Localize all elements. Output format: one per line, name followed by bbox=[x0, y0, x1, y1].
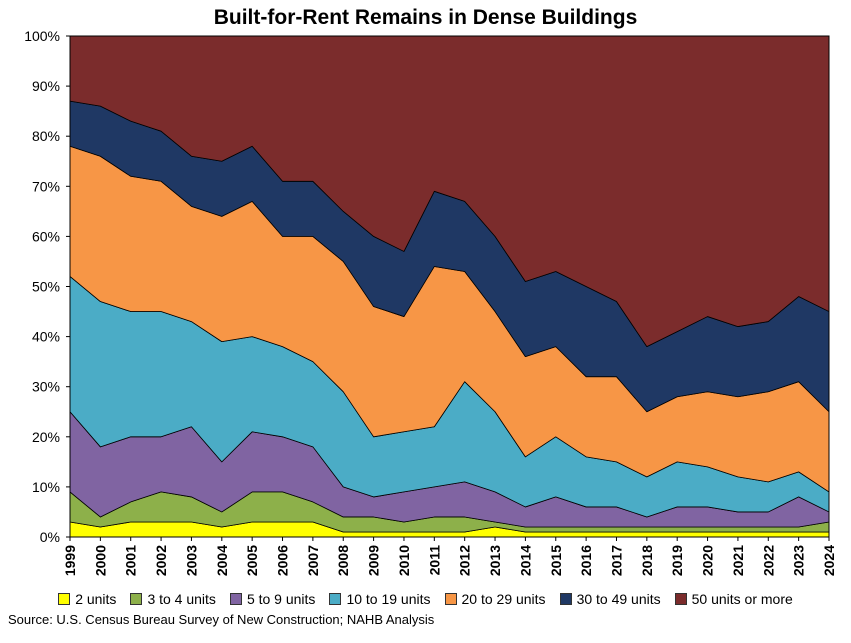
legend-label: 30 to 49 units bbox=[576, 591, 661, 607]
chart-title: Built-for-Rent Remains in Dense Building… bbox=[213, 6, 638, 29]
x-tick-label: 2008 bbox=[335, 545, 351, 576]
y-tick-label: 10% bbox=[32, 479, 60, 495]
x-tick-label: 2022 bbox=[760, 545, 776, 576]
legend-swatch bbox=[229, 593, 242, 605]
legend-swatch bbox=[674, 593, 687, 605]
x-tick-label: 2016 bbox=[578, 545, 594, 576]
x-tick-label: 2019 bbox=[669, 545, 685, 576]
x-tick-label: 2023 bbox=[791, 545, 807, 576]
y-tick-label: 60% bbox=[32, 228, 60, 244]
legend-label: 5 to 9 units bbox=[246, 591, 316, 607]
y-axis-ticks: 0% 10% 20% 30% 40% 50% 60% 70% 80% 90% 100% bbox=[24, 28, 70, 545]
y-tick-label: 50% bbox=[32, 279, 60, 295]
x-tick-label: 2011 bbox=[426, 545, 442, 576]
legend-item: 3 to 4 units bbox=[130, 591, 216, 607]
y-tick-label: 40% bbox=[32, 329, 60, 345]
legend-item: 2 units bbox=[58, 591, 116, 607]
x-tick-label: 2009 bbox=[366, 545, 382, 576]
x-tick-label: 2005 bbox=[244, 545, 260, 576]
legend-label: 3 to 4 units bbox=[147, 591, 216, 607]
legend-swatch bbox=[329, 593, 342, 605]
y-tick-label: 30% bbox=[32, 379, 60, 395]
legend-swatch bbox=[58, 593, 71, 605]
legend-item: 30 to 49 units bbox=[559, 591, 661, 607]
x-tick-label: 2004 bbox=[214, 545, 230, 576]
x-tick-label: 2002 bbox=[153, 545, 169, 576]
y-tick-label: 80% bbox=[32, 128, 60, 144]
x-tick-label: 2006 bbox=[275, 545, 291, 576]
x-tick-label: 2015 bbox=[548, 545, 564, 576]
x-tick-label: 2003 bbox=[183, 545, 199, 576]
x-tick-label: 2017 bbox=[608, 545, 624, 576]
y-tick-label: 90% bbox=[32, 78, 60, 94]
y-tick-label: 100% bbox=[24, 28, 60, 44]
y-tick-label: 20% bbox=[32, 429, 60, 445]
chart-legend: 2 units 3 to 4 units 5 to 9 units 10 to 19 … bbox=[0, 591, 851, 607]
x-tick-label: 2024 bbox=[821, 545, 837, 576]
source-note: Source: U.S. Census Bureau Survey of New… bbox=[8, 612, 435, 627]
legend-item: 10 to 19 units bbox=[329, 591, 431, 607]
legend-swatch bbox=[444, 593, 457, 605]
legend-swatch bbox=[559, 593, 572, 605]
x-tick-label: 2021 bbox=[730, 545, 746, 576]
x-tick-label: 2001 bbox=[123, 545, 139, 576]
x-axis-ticks: 1999 2000 2001 2002 2003 2004 2005 2006 2007 2008… bbox=[62, 537, 837, 576]
x-tick-label: 1999 bbox=[62, 545, 78, 576]
legend-label: 2 units bbox=[75, 591, 117, 607]
x-tick-label: 2000 bbox=[92, 545, 108, 576]
x-tick-label: 2007 bbox=[305, 545, 321, 576]
y-tick-label: 70% bbox=[32, 178, 60, 194]
x-tick-label: 2013 bbox=[487, 545, 503, 576]
x-tick-label: 2020 bbox=[700, 545, 716, 576]
legend-swatch bbox=[130, 593, 143, 605]
x-tick-label: 2014 bbox=[517, 545, 533, 576]
legend-item: 5 to 9 units bbox=[229, 591, 316, 607]
x-tick-label: 2018 bbox=[639, 545, 655, 576]
x-tick-label: 2010 bbox=[396, 545, 412, 576]
legend-label: 10 to 19 units bbox=[346, 591, 431, 607]
legend-item: 20 to 29 units bbox=[444, 591, 546, 607]
x-tick-label: 2012 bbox=[457, 545, 473, 576]
legend-item: 50 units or more bbox=[674, 591, 793, 607]
y-tick-label: 0% bbox=[40, 529, 60, 545]
area-series-group bbox=[69, 35, 830, 538]
legend-label: 20 to 29 units bbox=[461, 591, 546, 607]
legend-label: 50 units or more bbox=[691, 591, 793, 607]
